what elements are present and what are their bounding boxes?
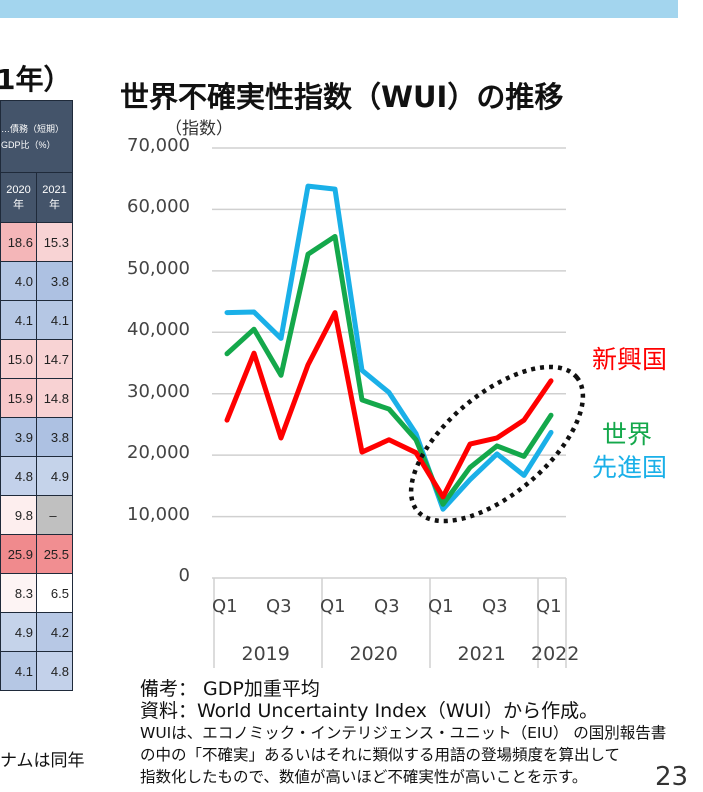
legend-emerging: 新興国 bbox=[592, 340, 667, 376]
y-tick-label: 70,000 bbox=[127, 135, 190, 156]
x-tick-label: Q3 bbox=[482, 596, 508, 617]
x-tick-label: Q3 bbox=[266, 596, 292, 617]
note-desc-2: の中の「不確実」あるいはそれに類似する用語の登場頻度を算出して bbox=[140, 744, 666, 766]
note-remark: 備考： GDP加重平均 bbox=[140, 678, 666, 700]
y-tick-label: 40,000 bbox=[127, 319, 190, 340]
y-tick-label: 30,000 bbox=[127, 381, 190, 402]
x-tick-label: Q3 bbox=[374, 596, 400, 617]
legend-world: 世界 bbox=[602, 415, 652, 451]
y-tick-label: 20,000 bbox=[127, 442, 190, 463]
note-source: 資料：World Uncertainty Index（WUI）から作成。 bbox=[140, 700, 666, 722]
y-tick-label: 50,000 bbox=[127, 258, 190, 279]
legend-advanced: 先進国 bbox=[592, 448, 667, 484]
series-line-2 bbox=[227, 313, 551, 497]
page-number: 23 bbox=[655, 762, 688, 792]
year-label: 2019 bbox=[242, 643, 290, 665]
x-tick-label: Q1 bbox=[536, 596, 562, 617]
y-tick-label: 60,000 bbox=[127, 196, 190, 217]
x-tick-label: Q1 bbox=[428, 596, 454, 617]
notes: 備考： GDP加重平均 資料：World Uncertainty Index（W… bbox=[140, 678, 666, 788]
note-desc-3: 指数化したもので、数値が高いほど不確実性が高いことを示す。 bbox=[140, 766, 666, 788]
year-label: 2020 bbox=[350, 643, 398, 665]
year-label: 2021 bbox=[458, 643, 506, 665]
x-tick-label: Q1 bbox=[320, 596, 346, 617]
y-tick-label: 0 bbox=[179, 565, 190, 586]
year-label: 2022 bbox=[531, 643, 579, 665]
x-tick-label: Q1 bbox=[212, 596, 238, 617]
note-desc-1: WUIは、エコノミック・インテリジェンス・ユニット（EIU） の国別報告書 bbox=[140, 722, 666, 744]
series-line-0 bbox=[227, 186, 551, 509]
series-line-1 bbox=[227, 236, 551, 504]
y-tick-label: 10,000 bbox=[127, 504, 190, 525]
